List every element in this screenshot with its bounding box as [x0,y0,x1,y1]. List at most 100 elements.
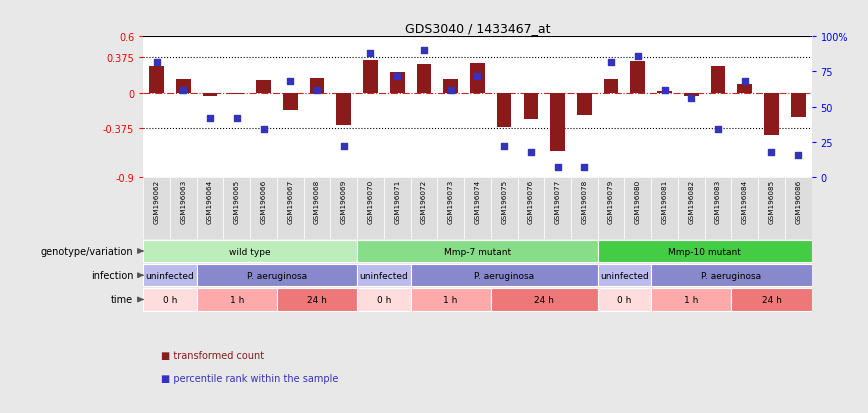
Text: GSM196082: GSM196082 [688,180,694,224]
Point [149,59,163,66]
Text: GSM196080: GSM196080 [635,180,641,224]
Bar [357,240,598,263]
Bar [651,289,732,311]
Text: time: time [111,295,133,305]
Bar [256,81,271,93]
Text: GSM196068: GSM196068 [314,180,320,224]
Text: 24 h: 24 h [761,295,781,304]
Bar [417,65,431,93]
Bar [464,178,490,239]
Bar [357,289,411,311]
Bar [598,264,651,287]
Text: GSM196086: GSM196086 [795,180,801,224]
Bar [604,79,618,93]
Bar [283,93,298,110]
Bar [550,93,565,152]
Text: 1 h: 1 h [684,295,699,304]
Point [364,51,378,57]
Bar [657,92,672,93]
Point [391,73,404,80]
Point [444,87,457,94]
Text: genotype/variation: genotype/variation [41,247,133,256]
Text: uninfected: uninfected [146,271,194,280]
Bar [732,178,758,239]
Bar [277,289,357,311]
Bar [363,61,378,93]
Bar [223,178,250,239]
Point [417,48,431,55]
Text: 1 h: 1 h [444,295,457,304]
Text: GSM196078: GSM196078 [582,180,588,224]
Bar [197,178,223,239]
Bar [684,93,699,97]
Bar [250,178,277,239]
Text: uninfected: uninfected [600,271,648,280]
Text: ■ percentile rank within the sample: ■ percentile rank within the sample [161,373,338,383]
Bar [598,178,624,239]
Text: GSM196084: GSM196084 [742,180,747,224]
Point [792,152,806,159]
Bar [229,93,244,94]
Bar [544,178,571,239]
Text: GSM196075: GSM196075 [501,180,507,224]
Point [550,165,564,171]
Point [658,87,672,94]
Bar [678,178,705,239]
Text: infection: infection [90,271,133,280]
Point [230,115,244,122]
Bar [444,80,458,93]
Text: GSM196074: GSM196074 [475,180,480,224]
Bar [277,178,304,239]
Bar [197,264,357,287]
Text: GSM196069: GSM196069 [341,180,346,224]
Bar [571,178,598,239]
Text: uninfected: uninfected [359,271,408,280]
Point [524,149,538,156]
Bar [738,85,752,93]
Bar [384,178,411,239]
Text: GSM196073: GSM196073 [448,180,454,224]
Text: GSM196071: GSM196071 [394,180,400,224]
Point [337,144,351,150]
Text: GSM196079: GSM196079 [608,180,614,224]
Bar [143,240,357,263]
Bar [732,289,812,311]
Text: GSM196064: GSM196064 [207,180,213,224]
Text: GSM196076: GSM196076 [528,180,534,224]
Bar [143,289,197,311]
Bar [149,67,164,93]
Bar [357,178,384,239]
Bar [517,178,544,239]
Bar [143,178,170,239]
Text: GSM196081: GSM196081 [661,180,667,224]
Bar [176,80,191,93]
Text: GSM196067: GSM196067 [287,180,293,224]
Text: GSM196065: GSM196065 [233,180,240,224]
Point [604,59,618,66]
Bar [764,93,779,135]
Text: 0 h: 0 h [377,295,391,304]
Bar [411,264,598,287]
Text: P. aeruginosa: P. aeruginosa [474,271,534,280]
Text: GSM196070: GSM196070 [367,180,373,224]
Point [283,79,297,85]
Text: P. aeruginosa: P. aeruginosa [247,271,307,280]
Bar [651,264,812,287]
Bar [705,178,732,239]
Point [631,54,645,60]
Point [738,79,752,85]
Bar [651,178,678,239]
Text: 0 h: 0 h [617,295,632,304]
Bar [470,64,484,93]
Text: 24 h: 24 h [535,295,554,304]
Bar [630,62,645,93]
Text: GSM196083: GSM196083 [715,180,721,224]
Bar [758,178,785,239]
Point [310,87,324,94]
Bar [304,178,331,239]
Title: GDS3040 / 1433467_at: GDS3040 / 1433467_at [404,21,550,35]
Text: GSM196062: GSM196062 [154,180,160,224]
Bar [197,289,277,311]
Point [470,73,484,80]
Text: GSM196085: GSM196085 [768,180,774,224]
